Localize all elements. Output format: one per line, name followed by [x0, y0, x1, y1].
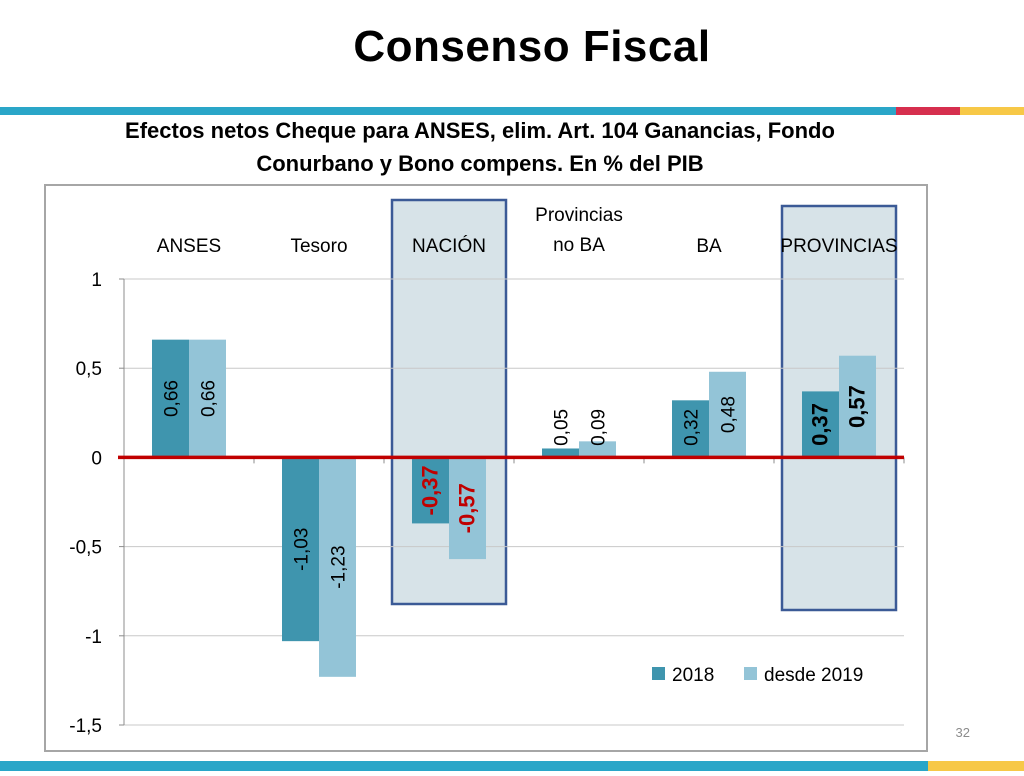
data-label: -1,23 — [329, 545, 350, 588]
data-label: 0,05 — [552, 409, 573, 446]
data-label: 0,66 — [199, 380, 220, 417]
bar-2018 — [802, 391, 839, 458]
category-label: BA — [696, 236, 722, 257]
data-label: 0,66 — [162, 380, 183, 417]
category-label: no BA — [553, 235, 605, 256]
data-label: 0,37 — [808, 403, 833, 446]
bar-desde-2019 — [839, 355, 876, 458]
bar-desde-2019 — [189, 339, 226, 458]
bar-desde-2019 — [579, 441, 616, 458]
bottom-decorative-bar — [0, 758, 1024, 771]
legend-swatch — [744, 667, 757, 680]
chart-frame: 1 0,5 0 -0,5 -1 -1,5 0,66 -1,03 -0,37 0,05 0,32 0,3… — [44, 184, 928, 752]
data-label: -0,57 — [455, 483, 480, 533]
bar-desde-2019 — [319, 457, 356, 677]
data-label: 0,48 — [719, 396, 740, 433]
top-decorative-bar — [0, 102, 1024, 115]
bar-2018 — [152, 339, 189, 458]
legend-label: desde 2019 — [764, 665, 863, 686]
category-label: NACIÓN — [412, 235, 486, 257]
category-label: ANSES — [157, 236, 221, 257]
bar-2018 — [282, 457, 319, 642]
y-tick-label: 0,5 — [76, 359, 102, 380]
legend-swatch — [652, 667, 665, 680]
bar-2018 — [672, 400, 709, 458]
category-label: Provincias — [535, 205, 623, 226]
legend-label: 2018 — [672, 665, 714, 686]
y-tick-label: -1 — [85, 627, 102, 648]
category-label: PROVINCIAS — [780, 236, 897, 257]
highlight-box-naci-n — [390, 198, 508, 606]
chart-title: Efectos netos Cheque para ANSES, elim. A… — [125, 118, 835, 176]
page-number: 32 — [955, 725, 970, 740]
data-label: -1,03 — [292, 528, 313, 571]
bottom-bar-graphic — [0, 761, 1024, 771]
bar-desde-2019 — [449, 457, 486, 560]
data-label: 0,57 — [845, 385, 870, 428]
bar-chart: 1 0,5 0 -0,5 -1 -1,5 0,66 -1,03 -0,37 0,05 0,32 0,3… — [69, 198, 905, 737]
y-tick-label: -1,5 — [69, 716, 102, 737]
data-label: -0,37 — [418, 465, 443, 515]
y-tick-label: 1 — [91, 270, 102, 291]
bar-2018 — [542, 448, 579, 458]
bar-desde-2019 — [709, 371, 746, 458]
bar-2018 — [412, 457, 449, 524]
category-label: Tesoro — [290, 236, 347, 257]
data-label: 0,09 — [589, 409, 610, 446]
y-tick-label: -0,5 — [69, 538, 102, 559]
top-bar-graphic — [0, 107, 1024, 115]
y-tick-label: 0 — [91, 448, 102, 469]
data-label: 0,32 — [682, 409, 703, 446]
slide-title: Consenso Fiscal — [353, 22, 711, 71]
